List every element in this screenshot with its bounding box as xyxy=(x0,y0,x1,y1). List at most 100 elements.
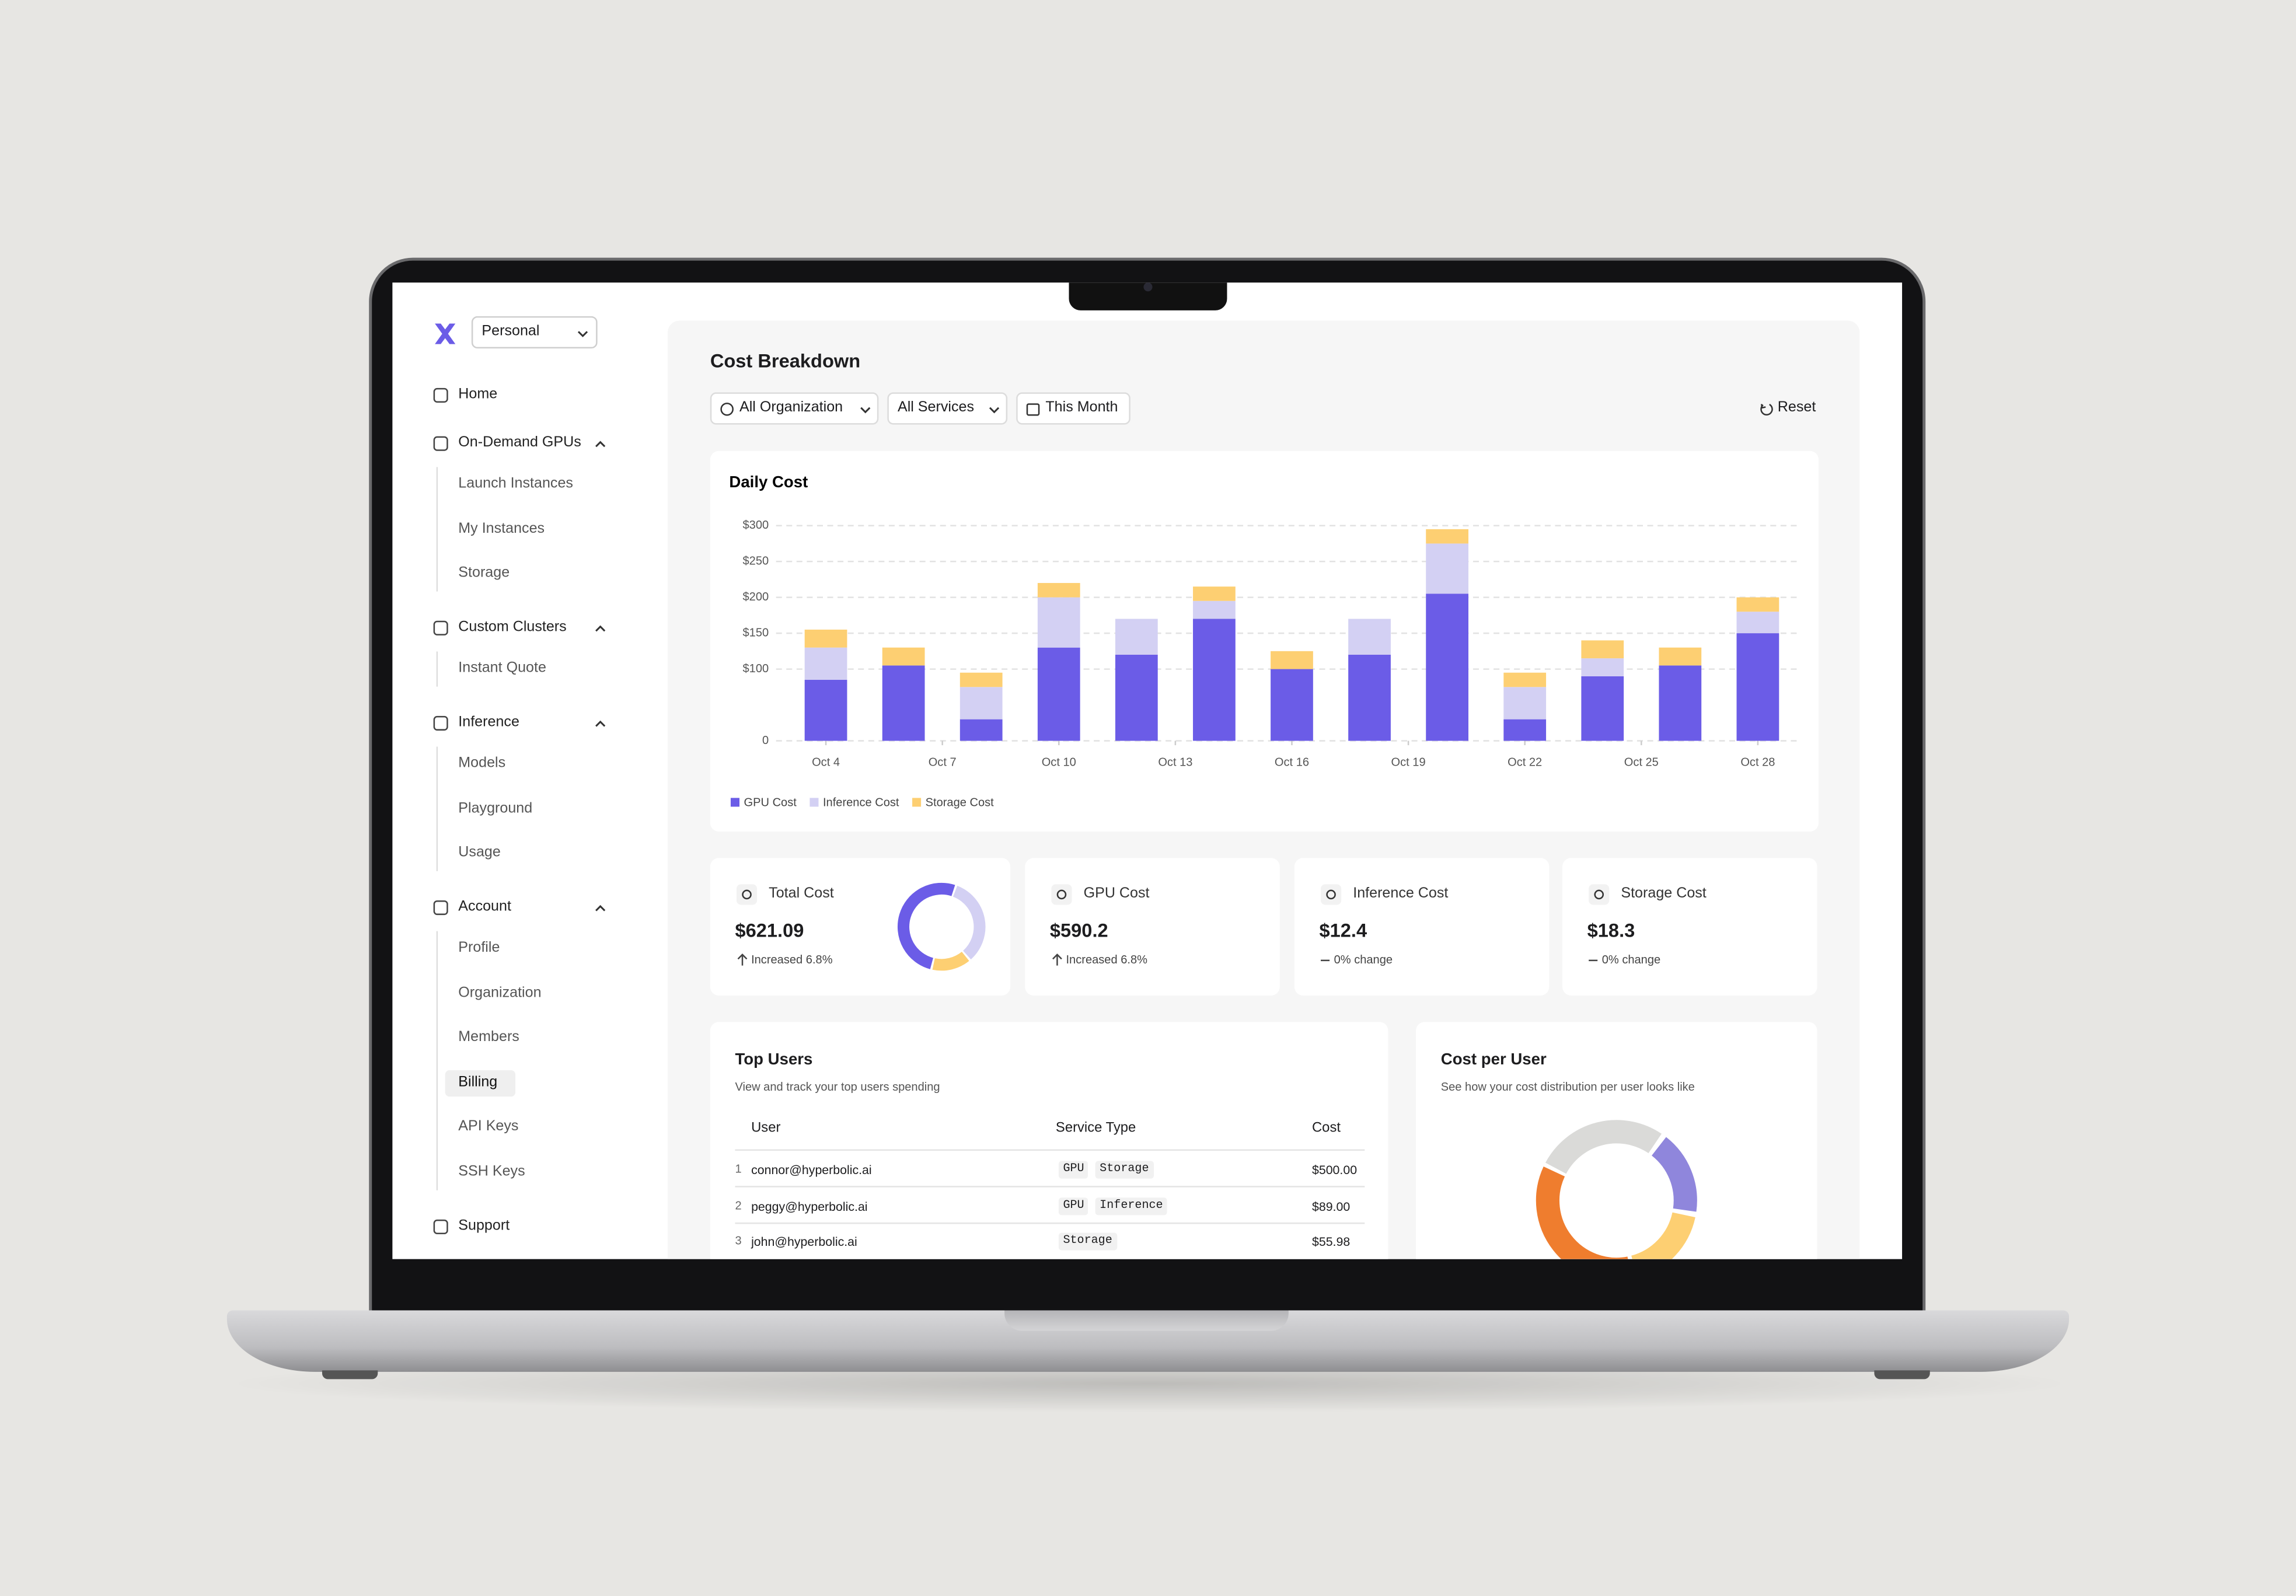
nav-item[interactable]: Inference xyxy=(458,714,519,731)
donut-segment xyxy=(897,882,955,969)
x-tick-label: Oct 7 xyxy=(929,756,957,769)
reset-button[interactable]: Reset xyxy=(1757,398,1822,418)
laptop-foot xyxy=(322,1370,378,1380)
filter-button[interactable]: All Services xyxy=(887,392,1008,425)
bar-segment xyxy=(882,665,925,741)
stat-icon-glyph xyxy=(1326,889,1336,900)
x-tick-label: Oct 4 xyxy=(812,756,840,769)
nav-group-line xyxy=(436,651,438,687)
logo xyxy=(435,323,456,344)
nav-subitem[interactable]: My Instances xyxy=(458,520,545,537)
nav-icon xyxy=(433,620,448,635)
bar-segment xyxy=(1037,647,1080,741)
chevron-down xyxy=(577,331,588,337)
trend-icon xyxy=(737,954,748,966)
stat-icon xyxy=(1321,884,1342,905)
nav-icon xyxy=(433,900,448,916)
nav-item[interactable]: Custom Clusters xyxy=(458,619,567,635)
legend-swatch xyxy=(809,798,819,807)
nav-subitem[interactable]: Usage xyxy=(458,844,501,861)
workspace-select[interactable]: Personal xyxy=(471,316,598,349)
nav-subitem[interactable]: SSH Keys xyxy=(458,1163,525,1179)
bar-segment xyxy=(959,672,1003,687)
stat-icon-glyph xyxy=(742,889,752,900)
bar-segment xyxy=(1581,640,1624,659)
card-title: Cost per User xyxy=(1440,1051,1547,1069)
nav-subitem[interactable]: Storage xyxy=(458,565,510,582)
nav-icon xyxy=(433,1218,448,1234)
filter-button[interactable]: This Month xyxy=(1016,392,1130,425)
stat-label: Inference Cost xyxy=(1353,885,1449,902)
stat-change: 0% change xyxy=(1601,953,1661,966)
row-rank: 2 xyxy=(735,1198,742,1212)
chart-card: Daily Cost 0 $100 $150 $200 $250 $300 Oct 4 Oct … xyxy=(710,450,1819,832)
bar-segment xyxy=(1426,529,1468,544)
sidebar: Personal Home On-Demand GPUs Launch Instanc… xyxy=(392,282,668,1259)
nav-item[interactable]: Support xyxy=(458,1217,510,1234)
camera xyxy=(1143,282,1153,292)
chevron-up xyxy=(595,441,606,448)
chevron-up xyxy=(595,904,606,911)
donut-segment xyxy=(1651,1137,1697,1212)
nav-subitem[interactable]: Billing xyxy=(458,1074,498,1090)
filter-icon-shape xyxy=(1026,403,1040,416)
service-tag: Storage xyxy=(1095,1161,1154,1179)
trend-icon xyxy=(1052,954,1062,966)
donut-segment xyxy=(1536,1167,1628,1259)
y-tick-label: $150 xyxy=(743,626,769,639)
nav-subitem[interactable]: Playground xyxy=(458,800,533,816)
x-tick-label: Oct 19 xyxy=(1391,756,1426,769)
nav-subitem[interactable]: Instant Quote xyxy=(458,660,546,677)
row-user: peggy@hyperbolic.ai xyxy=(751,1198,868,1213)
nav-icon-shape xyxy=(433,900,448,916)
laptop-notch-cut xyxy=(1004,1310,1289,1331)
nav-subitem[interactable]: Launch Instances xyxy=(458,476,573,492)
cost-per-user-card: Cost per User See how your cost distribut… xyxy=(1416,1022,1817,1259)
row-cost: $500.00 xyxy=(1311,1162,1358,1178)
y-tick-label: $250 xyxy=(743,554,769,567)
filter-label: All Organization xyxy=(739,399,843,416)
nav-item[interactable]: On-Demand GPUs xyxy=(458,435,581,451)
bar-segment xyxy=(1503,719,1547,741)
nav-subitem[interactable]: API Keys xyxy=(458,1118,519,1135)
donut-segment xyxy=(1631,1212,1695,1259)
x-tick-label: Oct 28 xyxy=(1740,756,1775,769)
bar-segment xyxy=(804,680,847,741)
row-cost: $55.98 xyxy=(1311,1234,1351,1249)
stat-change: Increased 6.8% xyxy=(1066,953,1147,966)
donut-segment xyxy=(932,951,969,971)
card-subtitle: See how your cost distribution per user … xyxy=(1440,1080,1695,1094)
filter-label: This Month xyxy=(1045,399,1118,416)
x-tick-label: Oct 10 xyxy=(1042,756,1076,769)
stat-icon xyxy=(736,884,758,905)
nav-icon xyxy=(433,715,448,731)
bar-segment xyxy=(1115,654,1158,741)
nav-subitem[interactable]: Models xyxy=(458,755,506,772)
chevron-path xyxy=(595,904,606,911)
stat-icon xyxy=(1051,884,1072,905)
nav-item[interactable]: Account xyxy=(458,899,511,916)
bar-segment xyxy=(1348,654,1391,741)
stat-value: $12.4 xyxy=(1319,919,1367,942)
nav-subitem[interactable]: Profile xyxy=(458,940,500,956)
bar-segment xyxy=(1193,600,1236,619)
y-tick-label: $100 xyxy=(743,662,769,675)
bar-segment xyxy=(1115,619,1158,655)
stat-label: GPU Cost xyxy=(1083,885,1150,902)
legend-label: Inference Cost xyxy=(823,796,899,809)
chevron-up xyxy=(595,720,606,727)
row-divider xyxy=(735,1186,1365,1188)
stat-label: Total Cost xyxy=(769,885,834,902)
stat-value: $590.2 xyxy=(1049,919,1108,942)
stat-value: $18.3 xyxy=(1587,919,1635,942)
chevron-down xyxy=(989,407,1000,414)
filter-button[interactable]: All Organization xyxy=(710,392,879,425)
nav-subitem[interactable]: Organization xyxy=(458,984,542,1001)
nav-subitem[interactable]: Members xyxy=(458,1029,519,1046)
nav-item[interactable]: Home xyxy=(458,386,498,403)
stat-icon-box xyxy=(1051,884,1072,905)
bar-segment xyxy=(1736,597,1779,612)
donut-segment xyxy=(1545,1120,1662,1174)
filter-icon xyxy=(1026,403,1040,416)
